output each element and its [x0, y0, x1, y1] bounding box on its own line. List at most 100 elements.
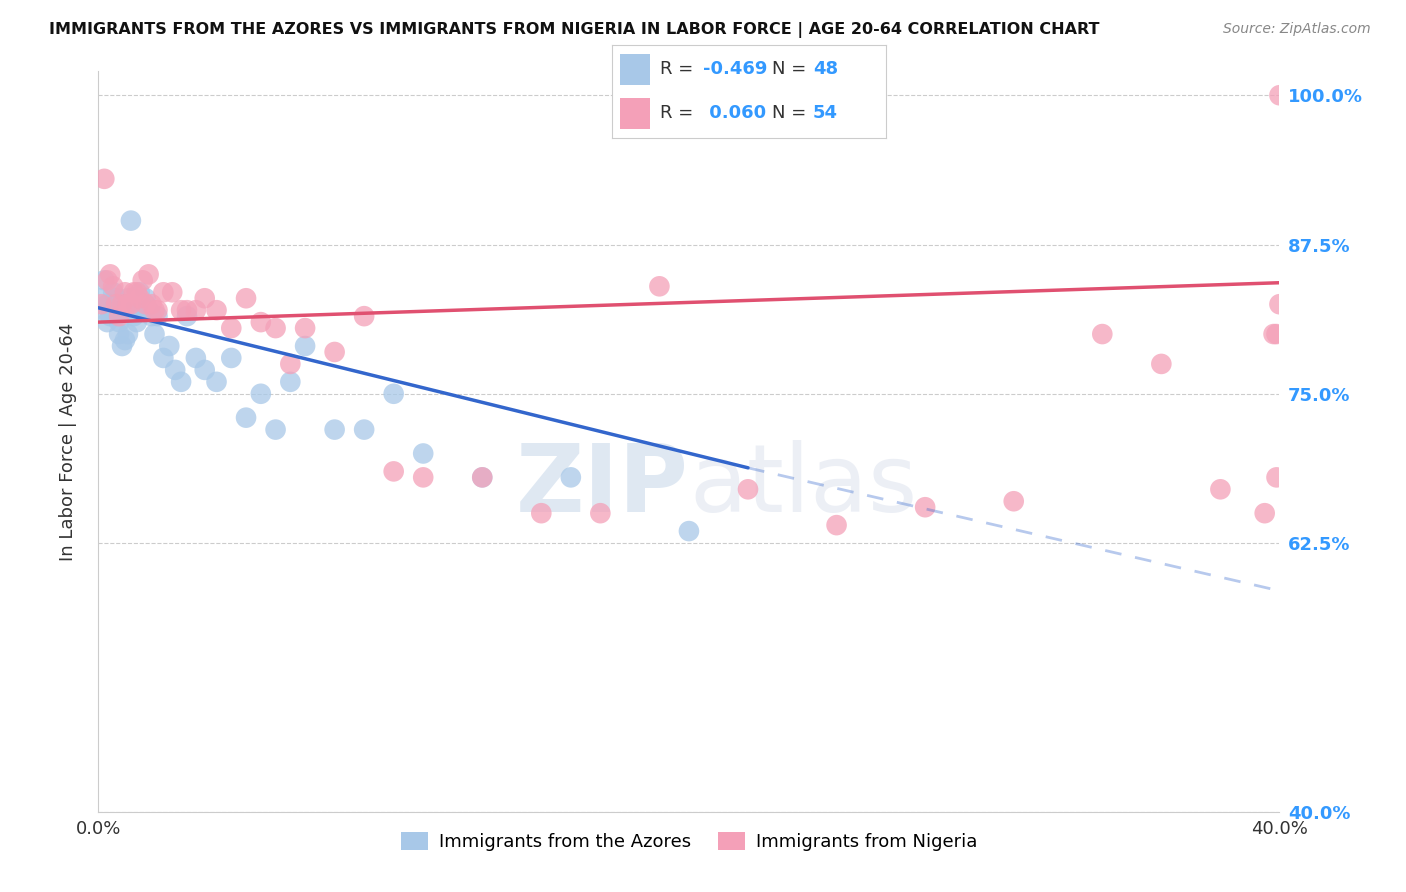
- Point: [184, 351, 207, 365]
- Point: [1209, 483, 1232, 497]
- Point: [125, 315, 148, 329]
- Text: -0.469: -0.469: [703, 61, 768, 78]
- Point: [138, 268, 160, 282]
- Point: [98, 268, 121, 282]
- Point: [93, 273, 115, 287]
- Point: [589, 506, 612, 520]
- Point: [152, 285, 174, 300]
- Point: [105, 291, 128, 305]
- Point: [250, 386, 273, 401]
- Point: [162, 285, 183, 300]
- Point: [146, 303, 169, 318]
- Point: [143, 327, 166, 342]
- Point: [221, 351, 243, 365]
- Point: [176, 303, 198, 318]
- Point: [93, 171, 115, 186]
- Point: [648, 279, 671, 293]
- Point: [170, 375, 193, 389]
- Point: [264, 423, 287, 437]
- Point: [103, 279, 125, 293]
- Point: [90, 297, 112, 311]
- Point: [117, 297, 139, 311]
- Point: [221, 321, 243, 335]
- Point: [353, 423, 375, 437]
- Point: [1268, 297, 1291, 311]
- Point: [143, 303, 166, 318]
- Point: [135, 291, 157, 305]
- Point: [194, 363, 217, 377]
- Point: [111, 303, 134, 318]
- Bar: [620, 98, 650, 129]
- Text: 48: 48: [813, 61, 838, 78]
- Legend: Immigrants from the Azores, Immigrants from Nigeria: Immigrants from the Azores, Immigrants f…: [394, 824, 984, 858]
- Point: [235, 291, 257, 305]
- Point: [914, 500, 936, 515]
- Point: [1254, 506, 1277, 520]
- Text: N =: N =: [772, 104, 813, 122]
- Point: [111, 339, 134, 353]
- Point: [108, 327, 131, 342]
- Point: [152, 351, 174, 365]
- Point: [114, 333, 136, 347]
- Point: [122, 285, 145, 300]
- Point: [132, 273, 155, 287]
- Point: [96, 273, 118, 287]
- Point: [323, 423, 346, 437]
- Point: [141, 297, 163, 311]
- Point: [323, 345, 346, 359]
- Point: [280, 375, 302, 389]
- Point: [128, 285, 150, 300]
- Point: [103, 303, 125, 318]
- Point: [170, 303, 193, 318]
- Text: R =: R =: [659, 61, 699, 78]
- Point: [678, 524, 700, 538]
- Text: ZIP: ZIP: [516, 440, 689, 532]
- Text: N =: N =: [772, 61, 813, 78]
- Point: [111, 297, 134, 311]
- Point: [120, 213, 142, 227]
- Point: [353, 309, 375, 323]
- Point: [122, 309, 145, 323]
- Point: [96, 297, 118, 311]
- Point: [1091, 327, 1114, 342]
- Point: [117, 327, 139, 342]
- Point: [138, 303, 160, 318]
- Point: [157, 339, 180, 353]
- Point: [737, 483, 759, 497]
- Text: 54: 54: [813, 104, 838, 122]
- Point: [250, 315, 273, 329]
- Point: [108, 309, 131, 323]
- Bar: [620, 54, 650, 85]
- Point: [93, 303, 115, 318]
- Point: [146, 309, 169, 323]
- Text: IMMIGRANTS FROM THE AZORES VS IMMIGRANTS FROM NIGERIA IN LABOR FORCE | AGE 20-64: IMMIGRANTS FROM THE AZORES VS IMMIGRANTS…: [49, 22, 1099, 38]
- Point: [412, 470, 434, 484]
- Point: [108, 315, 131, 329]
- Point: [128, 291, 150, 305]
- Point: [105, 297, 128, 311]
- Point: [205, 303, 228, 318]
- Point: [471, 470, 494, 484]
- Point: [1002, 494, 1025, 508]
- Point: [235, 410, 257, 425]
- Point: [98, 309, 121, 323]
- Point: [194, 291, 217, 305]
- Point: [114, 285, 136, 300]
- Point: [105, 309, 128, 323]
- Point: [1268, 88, 1291, 103]
- Point: [125, 285, 148, 300]
- Point: [103, 285, 125, 300]
- Point: [294, 339, 316, 353]
- Point: [132, 303, 155, 318]
- Point: [264, 321, 287, 335]
- Point: [471, 470, 494, 484]
- Point: [1265, 470, 1288, 484]
- Point: [1263, 327, 1285, 342]
- Point: [825, 518, 848, 533]
- Point: [96, 315, 118, 329]
- Point: [90, 291, 112, 305]
- Point: [141, 309, 163, 323]
- Point: [382, 464, 405, 478]
- Point: [412, 446, 434, 460]
- Point: [530, 506, 553, 520]
